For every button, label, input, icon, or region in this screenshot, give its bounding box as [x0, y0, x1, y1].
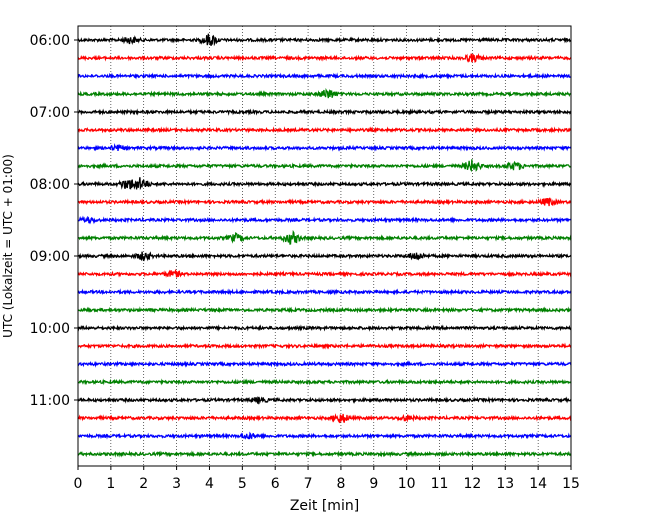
- seismic-trace: [77, 431, 572, 440]
- x-tick-label: 13: [496, 476, 514, 492]
- seismic-trace: [77, 288, 572, 296]
- seismic-trace: [77, 342, 572, 350]
- seismic-trace: [77, 33, 572, 47]
- seismic-trace: [77, 268, 572, 278]
- seismic-trace: [77, 143, 572, 152]
- x-tick-label: 1: [106, 476, 115, 492]
- x-tick-label: 2: [139, 476, 148, 492]
- seismic-trace: [77, 450, 572, 458]
- seismic-trace: [77, 396, 572, 405]
- x-tick-label: 0: [74, 476, 83, 492]
- seismic-trace: [77, 72, 572, 80]
- y-tick-label: 06:00: [30, 33, 70, 49]
- x-tick-label: 8: [336, 476, 345, 492]
- seismic-traces: [77, 33, 572, 458]
- x-axis-label: Zeit [min]: [290, 498, 359, 514]
- seismic-trace: [77, 197, 572, 207]
- y-tick-label: 11:00: [30, 393, 70, 409]
- y-tick-label: 09:00: [30, 249, 70, 265]
- x-tick-label: 14: [529, 476, 547, 492]
- seismic-trace: [77, 177, 572, 191]
- y-tick-label: 08:00: [30, 177, 70, 193]
- seismic-trace: [77, 324, 572, 332]
- y-axis: 06:00 07:00 08:00 09:00 10:00 11:00: [30, 33, 78, 409]
- y-tick-label: 10:00: [30, 321, 70, 337]
- x-tick-label: 7: [304, 476, 313, 492]
- seismic-trace: [77, 251, 572, 262]
- seismic-trace: [77, 108, 572, 116]
- seismic-trace: [77, 87, 572, 99]
- x-tick-label: 11: [431, 476, 449, 492]
- x-tick-label: 15: [562, 476, 580, 492]
- x-tick-label: 4: [205, 476, 214, 492]
- seismic-trace: [77, 229, 572, 245]
- plot-frame: [77, 25, 572, 467]
- x-tick-label: 3: [172, 476, 181, 492]
- x-tick-label: 5: [238, 476, 247, 492]
- seismic-trace: [77, 159, 572, 173]
- seismic-trace: [77, 52, 572, 63]
- x-tick-label: 12: [463, 476, 481, 492]
- x-tick-label: 10: [398, 476, 416, 492]
- x-tick-label: 9: [369, 476, 378, 492]
- seismic-trace: [77, 413, 572, 424]
- x-tick-label: 6: [271, 476, 280, 492]
- grid-lines: [110, 26, 539, 466]
- seismic-trace: [77, 126, 572, 134]
- x-axis: 0 1 2 3 4 5 6 7 8 9 10 11 12 13 14 15: [74, 466, 580, 492]
- seismic-trace: [77, 215, 572, 225]
- seismic-trace: [77, 306, 572, 314]
- seismic-trace: [77, 378, 572, 386]
- y-tick-label: 07:00: [30, 105, 70, 121]
- y-axis-label: UTC (Lokalzeit = UTC + 01:00): [1, 154, 15, 338]
- seismic-trace: [77, 360, 572, 368]
